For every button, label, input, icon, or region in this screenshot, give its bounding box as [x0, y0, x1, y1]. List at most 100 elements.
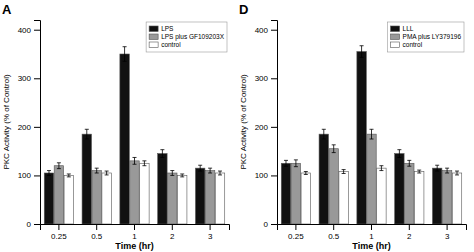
bar	[405, 163, 414, 224]
error-line	[381, 166, 382, 171]
error-cap	[322, 139, 326, 140]
error-cap	[105, 174, 109, 175]
error-cap	[294, 166, 298, 167]
axis-line	[271, 21, 278, 225]
tick-label: 100	[18, 171, 32, 180]
error-cap	[218, 171, 222, 172]
legend-swatch	[391, 34, 400, 40]
tick: 0.25	[51, 224, 67, 241]
bar	[195, 168, 204, 224]
error-cap	[304, 174, 308, 175]
series	[64, 161, 225, 224]
tick: 200	[255, 123, 277, 132]
axis-line	[34, 21, 41, 225]
tick-label: 1	[132, 232, 137, 241]
tick: 0.5	[91, 224, 103, 241]
error-cap	[322, 129, 326, 130]
tick: 1	[132, 224, 137, 241]
error-bar	[57, 163, 61, 169]
error-line	[182, 174, 183, 177]
error-cap	[142, 165, 146, 166]
error-cap	[284, 160, 288, 161]
tick: 0.25	[288, 224, 304, 241]
error-line	[48, 171, 49, 176]
series	[281, 46, 442, 224]
tick-mark	[271, 127, 277, 128]
bar	[367, 134, 376, 224]
error-cap	[407, 166, 411, 167]
error-cap	[57, 162, 61, 163]
error-cap	[198, 171, 202, 172]
error-line	[323, 129, 324, 139]
error-cap	[85, 129, 89, 130]
tick-label: 200	[18, 123, 32, 132]
marks	[281, 46, 461, 224]
error-line	[409, 160, 410, 166]
error-cap	[142, 160, 146, 161]
error-bar	[417, 170, 421, 173]
error-line	[437, 165, 438, 171]
tick-mark	[271, 175, 277, 176]
error-bar	[304, 172, 308, 175]
error-cap	[294, 159, 298, 160]
error-bar	[208, 168, 212, 173]
error-cap	[370, 139, 374, 140]
bar	[329, 149, 338, 224]
error-bar	[180, 174, 184, 177]
axis-line	[278, 225, 467, 231]
y-axis-title: PKC Activity (% of Control)	[2, 74, 11, 169]
tick-label: 100	[255, 171, 269, 180]
bar	[215, 173, 224, 224]
bar	[82, 134, 91, 224]
tick: 1	[369, 224, 374, 241]
error-bar	[85, 129, 89, 139]
tick-mark	[271, 30, 277, 31]
error-cap	[198, 165, 202, 166]
error-line	[305, 172, 306, 175]
error-bar	[322, 129, 326, 139]
error-cap	[160, 157, 164, 158]
legend: LPSLPS plus GF109203Xcontrol	[146, 22, 227, 52]
error-cap	[342, 173, 346, 174]
error-cap	[47, 170, 51, 171]
error-cap	[445, 173, 449, 174]
tick-mark	[333, 224, 334, 230]
error-cap	[180, 176, 184, 177]
tick-label: 0.25	[51, 232, 67, 241]
error-cap	[170, 170, 174, 171]
error-cap	[47, 175, 51, 176]
plot: 01002003004000.250.5123Time (hr)PKC Acti…	[2, 21, 230, 252]
tick-mark	[371, 224, 372, 230]
error-cap	[67, 173, 71, 174]
bar	[54, 166, 63, 224]
error-cap	[123, 46, 127, 47]
error-cap	[95, 173, 99, 174]
tick-mark	[271, 224, 277, 225]
error-line	[447, 168, 448, 173]
legend-entry: LPS	[161, 25, 174, 32]
tick: 0.5	[328, 224, 340, 241]
error-line	[295, 160, 296, 167]
bar	[319, 134, 328, 224]
tick-label: 400	[18, 26, 32, 35]
tick-label: 2	[407, 232, 412, 241]
tick-mark	[96, 224, 97, 230]
error-cap	[95, 168, 99, 169]
legend-entry: control	[161, 41, 181, 48]
error-cap	[360, 57, 364, 58]
error-cap	[332, 144, 336, 145]
y-axis-title: PKC Activity (% of Control)	[239, 74, 248, 169]
tick: 2	[170, 224, 175, 241]
error-line	[86, 129, 87, 139]
tick-label: 200	[255, 123, 269, 132]
tick-mark	[172, 224, 173, 230]
bar	[92, 171, 101, 224]
legend-swatch	[149, 42, 158, 48]
tick-mark	[34, 175, 40, 176]
bar	[442, 171, 451, 224]
tick-label: 0.5	[328, 232, 340, 241]
tick-label: 0	[27, 220, 32, 229]
error-bar	[407, 160, 411, 166]
bar	[301, 173, 310, 224]
tick-mark	[271, 78, 277, 79]
